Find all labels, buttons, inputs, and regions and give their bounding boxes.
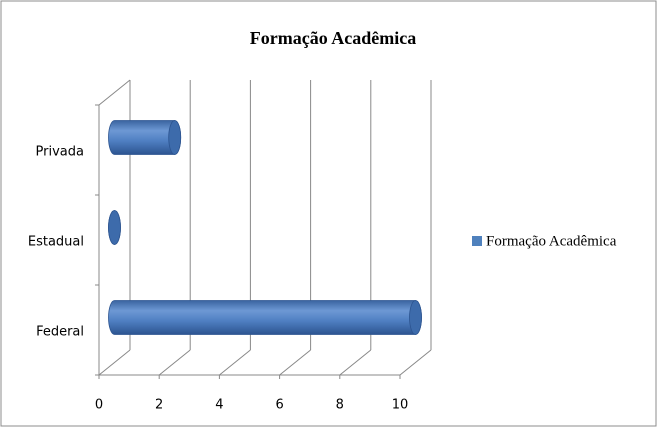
- y-tick-label: Estadual: [28, 235, 84, 250]
- x-tick-label: 2: [155, 398, 163, 413]
- bar: [108, 300, 422, 335]
- bar: [108, 120, 182, 155]
- grid-line: [279, 349, 311, 376]
- x-tick-label: 10: [392, 398, 409, 413]
- grid-line: [399, 349, 432, 376]
- x-tick-label: 6: [275, 398, 283, 413]
- bar: [108, 210, 121, 245]
- x-tick-label: 8: [336, 398, 344, 413]
- x-tick-label: 4: [215, 398, 223, 413]
- wall-edge: [98, 79, 131, 106]
- y-tick-label: Privada: [36, 145, 84, 160]
- grid-line: [339, 349, 372, 376]
- x-tick-label: 0: [95, 398, 103, 413]
- grid-line: [158, 349, 191, 376]
- bar-end: [168, 120, 182, 155]
- bar-end: [108, 210, 121, 245]
- bar-end: [409, 300, 422, 335]
- bar-body: [108, 300, 422, 335]
- grid-line: [98, 349, 131, 376]
- legend-swatch: [472, 236, 482, 246]
- legend-label: Formação Acadêmica: [486, 233, 617, 249]
- grid-line: [219, 349, 251, 376]
- chart-title: Formação Acadêmica: [250, 28, 416, 48]
- y-tick-label: Federal: [36, 325, 84, 340]
